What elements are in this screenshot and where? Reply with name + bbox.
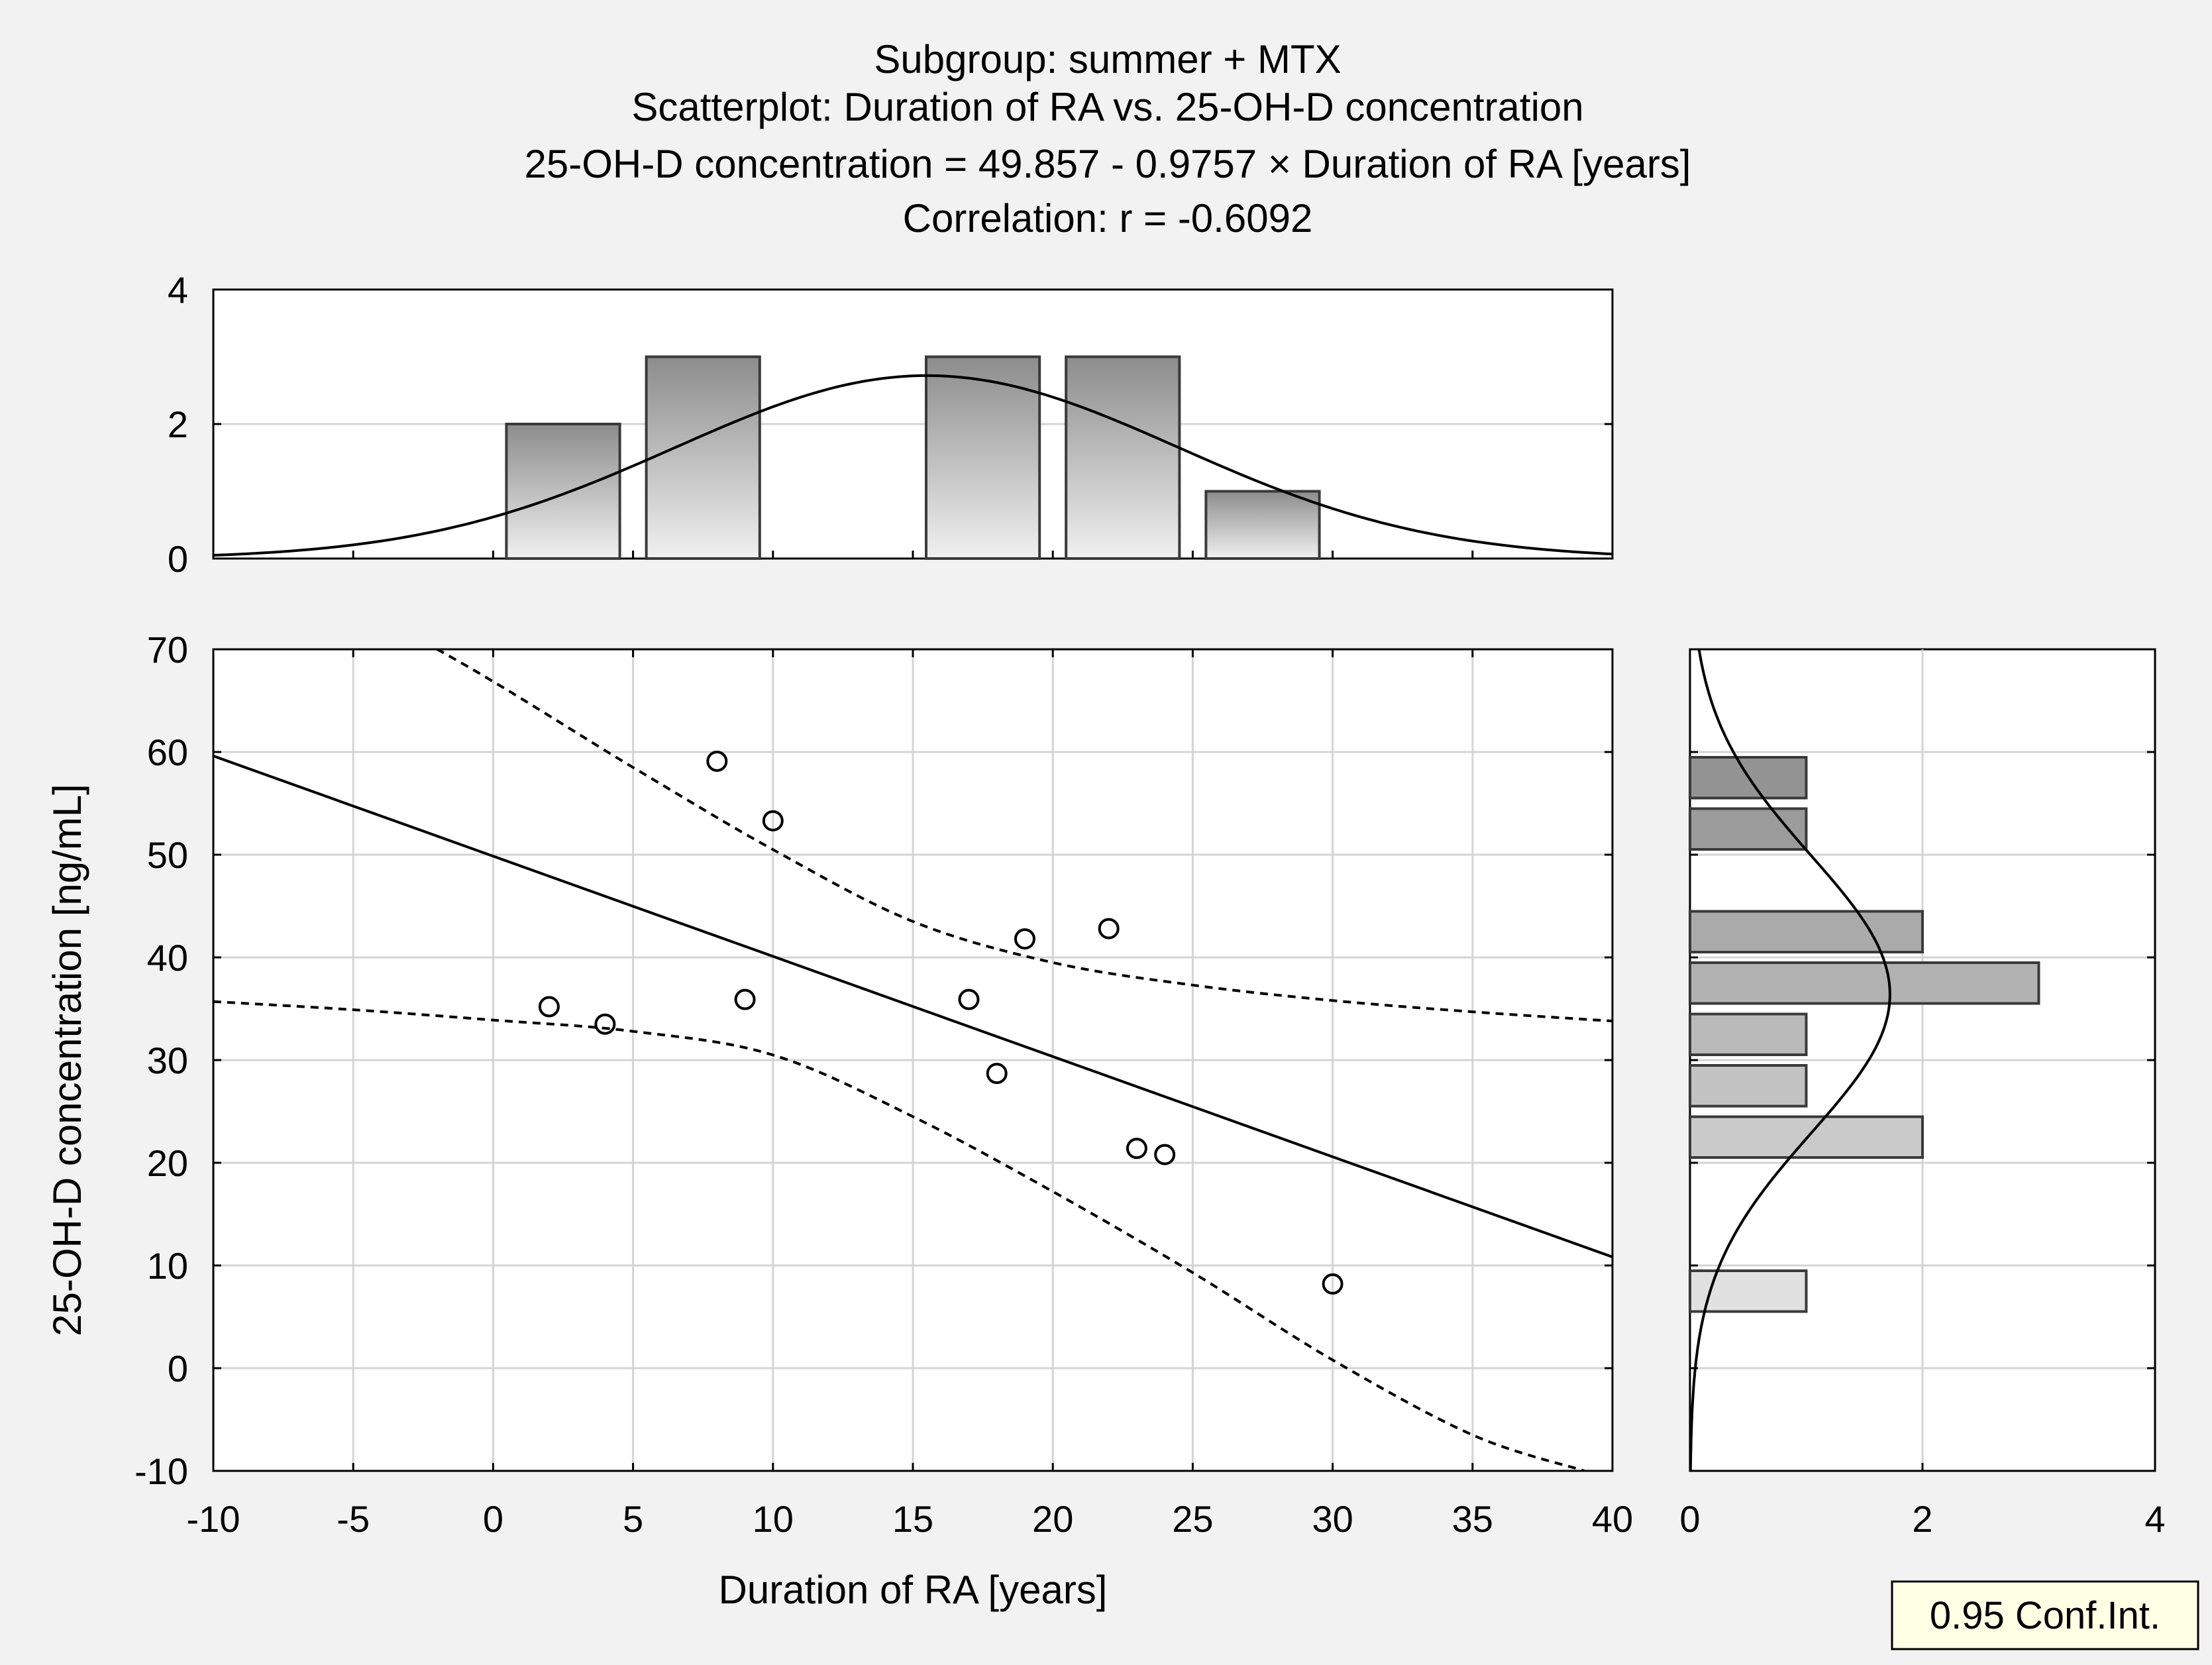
right-x-tick-label: 2 — [1912, 1498, 1932, 1540]
x-histogram-bar — [1204, 490, 1321, 560]
top-y-tick-label: 2 — [168, 403, 188, 445]
data-point — [1014, 928, 1035, 950]
data-point — [762, 810, 784, 832]
x-tick-label: 5 — [623, 1498, 643, 1540]
x-histogram-bar — [1065, 355, 1181, 560]
x-histogram-panel: 0 2 4 — [168, 269, 1614, 580]
x-tick-label: 0 — [483, 1498, 503, 1540]
y-histogram-bar — [1689, 961, 2040, 1005]
data-point — [538, 996, 560, 1018]
data-point — [1322, 1273, 1343, 1295]
y-tick-label: 70 — [147, 629, 188, 671]
data-point — [594, 1013, 616, 1035]
y-tick-label: 50 — [147, 834, 188, 876]
x-tick-label: 35 — [1452, 1498, 1493, 1540]
data-point — [1154, 1144, 1176, 1165]
regression-line — [213, 755, 1613, 1259]
x-tick-label: 40 — [1592, 1498, 1633, 1540]
x-tick-label: 25 — [1172, 1498, 1213, 1540]
legend: 0.95 Conf.Int. — [1891, 1580, 2199, 1650]
y-tick-label: 30 — [147, 1040, 188, 1081]
y-tick-label: 10 — [147, 1245, 188, 1287]
title-line-1: Subgroup: summer + MTX — [874, 37, 1341, 81]
y-histogram-panel: 0 2 4 — [1679, 648, 2166, 1540]
y-tick-label: 60 — [147, 731, 188, 773]
scatter-panel: -10 -5 0 5 10 15 20 25 30 35 40-10010203040506070 … — [45, 629, 1633, 1612]
y-tick-label: 0 — [168, 1348, 188, 1389]
right-x-tick-label: 0 — [1679, 1498, 1700, 1540]
x-tick-label: -10 — [187, 1498, 240, 1540]
title-line-4: Correlation: r = -0.6092 — [903, 196, 1313, 241]
x-tick-label: -5 — [337, 1498, 370, 1540]
x-axis-label: Duration of RA [years] — [719, 1568, 1108, 1612]
x-tick-label: 30 — [1312, 1498, 1353, 1540]
y-tick-label: 40 — [147, 937, 188, 979]
legend-box — [1891, 1580, 2199, 1650]
y-tick-label: -10 — [134, 1450, 188, 1492]
x-tick-label: 15 — [892, 1498, 933, 1540]
chart-title: Subgroup: summer + MTX Scatterplot: Dura… — [525, 37, 1691, 241]
y-histogram-normal-curve — [1689, 649, 1891, 1472]
data-point — [734, 989, 756, 1010]
x-histogram-bar — [645, 355, 761, 560]
x-histogram-bar — [925, 355, 1041, 560]
y-tick-label: 20 — [147, 1142, 188, 1184]
ci-lower-line — [213, 1000, 1585, 1471]
data-point — [1126, 1138, 1147, 1159]
data-point — [958, 989, 980, 1010]
top-y-tick-label: 0 — [168, 538, 188, 580]
x-histogram-normal-curve — [213, 374, 1613, 557]
y-histogram-bar — [1689, 1012, 1808, 1056]
data-point — [1098, 918, 1120, 940]
right-x-tick-label: 4 — [2144, 1498, 2165, 1540]
x-tick-label: 20 — [1032, 1498, 1073, 1540]
title-line-2: Scatterplot: Duration of RA vs. 25-OH-D … — [631, 85, 1583, 129]
y-histogram-bar — [1689, 1064, 1808, 1108]
title-line-3: 25-OH-D concentration = 49.857 - 0.9757 … — [525, 142, 1691, 186]
legend-label: 0.95 Conf.Int. — [1930, 1594, 2160, 1637]
top-y-tick-label: 4 — [168, 269, 188, 311]
data-point — [986, 1063, 1008, 1085]
y-histogram-bar — [1689, 910, 1924, 953]
y-axis-label: 25-OH-D concentration [ng/mL] — [45, 784, 89, 1336]
data-point — [706, 750, 728, 772]
ci-upper-line — [434, 649, 1612, 1023]
x-tick-label: 10 — [753, 1498, 794, 1540]
x-histogram-bar — [505, 423, 621, 560]
